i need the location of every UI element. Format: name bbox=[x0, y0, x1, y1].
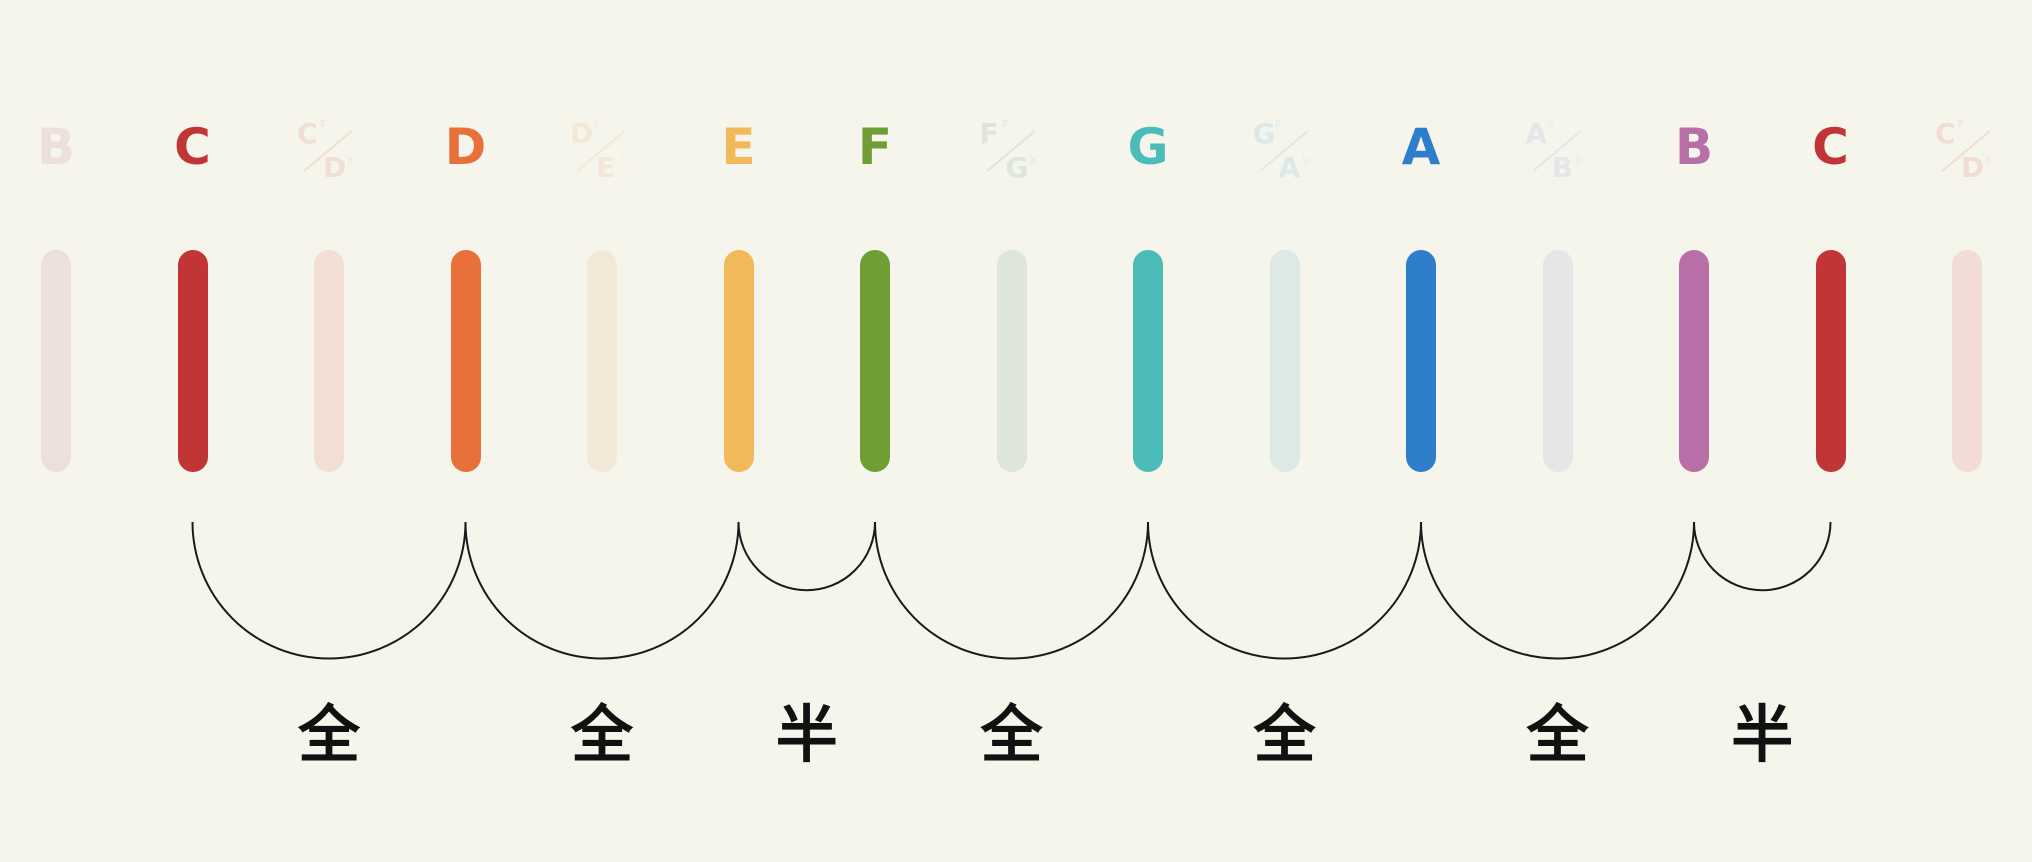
note-bar bbox=[587, 250, 617, 472]
note-label-accidental: C ♯ D ♭ bbox=[1927, 112, 2007, 192]
note-label-accidental: C ♯ D ♭ bbox=[289, 112, 369, 192]
flat-note-name: E bbox=[596, 151, 616, 184]
note-bar bbox=[1406, 250, 1436, 472]
flat-note-name: A bbox=[1278, 151, 1301, 184]
note-bar bbox=[1952, 250, 1982, 472]
sharp-note-name: F bbox=[979, 117, 999, 150]
flat-note-name: B bbox=[1551, 151, 1573, 184]
note-bar bbox=[996, 250, 1027, 472]
step-label: 半 bbox=[775, 698, 838, 771]
step-arc bbox=[191, 521, 467, 660]
step-label: 半 bbox=[1731, 698, 1794, 771]
flat-sign: ♭ bbox=[1029, 152, 1037, 168]
note-label-c: C bbox=[174, 118, 211, 176]
flat-sign: ♭ bbox=[620, 152, 627, 168]
step-arc bbox=[1420, 521, 1695, 660]
note-label-accidental: G ♯ A ♭ bbox=[1245, 112, 1325, 192]
step-arc bbox=[1147, 521, 1422, 660]
step-arc bbox=[737, 521, 876, 592]
note-label-a: A bbox=[1401, 118, 1441, 176]
note-label-b: B bbox=[36, 118, 76, 176]
note-bar bbox=[1815, 250, 1846, 472]
note-label-accidental: D ♯ E ♭ bbox=[562, 112, 642, 192]
sharp-note-name: C bbox=[297, 117, 318, 150]
note-bar bbox=[450, 250, 481, 472]
note-label-e: E bbox=[721, 118, 756, 176]
note-label-d: D bbox=[444, 118, 487, 176]
step-arc bbox=[1693, 521, 1832, 592]
flat-note-name: D bbox=[1961, 151, 1985, 184]
note-bar bbox=[860, 250, 890, 472]
step-label: 全 bbox=[980, 698, 1043, 771]
note-bar bbox=[314, 250, 344, 472]
note-label-accidental: F ♯ G ♭ bbox=[972, 112, 1052, 192]
flat-sign: ♭ bbox=[1302, 152, 1310, 168]
step-label: 全 bbox=[1526, 698, 1589, 771]
flat-sign: ♭ bbox=[347, 152, 354, 168]
sharp-sign: ♯ bbox=[1274, 116, 1282, 132]
sharp-note-name: A bbox=[1525, 117, 1548, 150]
sharp-sign: ♯ bbox=[319, 116, 326, 132]
flat-note-name: D bbox=[323, 151, 347, 184]
sharp-note-name: D bbox=[570, 117, 594, 150]
flat-sign: ♭ bbox=[1575, 152, 1583, 168]
note-bar bbox=[177, 250, 208, 472]
step-arc bbox=[874, 521, 1149, 660]
sharp-note-name: C bbox=[1935, 117, 1956, 150]
sharp-note-name: G bbox=[1252, 117, 1276, 150]
sharp-sign: ♯ bbox=[1001, 116, 1009, 132]
note-bar bbox=[723, 250, 754, 472]
note-label-b: B bbox=[1674, 118, 1714, 176]
sharp-sign: ♯ bbox=[1957, 116, 1964, 132]
flat-note-name: G bbox=[1005, 151, 1029, 184]
step-label: 全 bbox=[570, 698, 633, 771]
step-arc bbox=[464, 521, 740, 660]
note-label-f: F bbox=[857, 118, 893, 176]
sharp-sign: ♯ bbox=[1547, 116, 1555, 132]
note-bar bbox=[1679, 250, 1709, 472]
note-bar bbox=[1269, 250, 1300, 472]
note-bar bbox=[41, 250, 71, 472]
sharp-sign: ♯ bbox=[592, 116, 599, 132]
note-label-accidental: A ♯ B ♭ bbox=[1518, 112, 1598, 192]
step-label: 全 bbox=[297, 698, 360, 771]
note-label-g: G bbox=[1127, 118, 1169, 176]
step-label: 全 bbox=[1253, 698, 1316, 771]
note-bar bbox=[1133, 250, 1163, 472]
note-label-c: C bbox=[1812, 118, 1849, 176]
note-bar bbox=[1542, 250, 1573, 472]
flat-sign: ♭ bbox=[1985, 152, 1992, 168]
